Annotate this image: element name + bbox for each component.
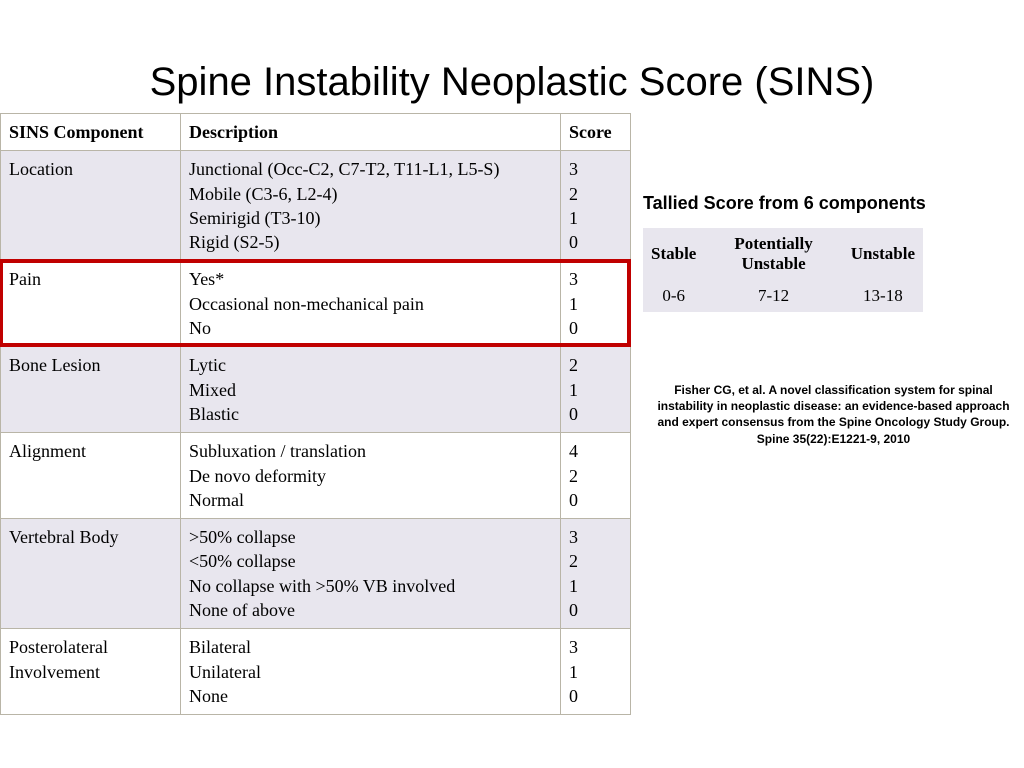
component-cell: Alignment xyxy=(1,433,181,519)
component-cell: Vertebral Body xyxy=(1,519,181,629)
tally-header: Stable xyxy=(643,228,704,280)
tally-value: 7-12 xyxy=(704,280,842,312)
citation: Fisher CG, et al. A novel classification… xyxy=(643,382,1024,447)
score-cell: 310 xyxy=(561,629,631,715)
tally-value: 0-6 xyxy=(643,280,704,312)
score-cell: 3210 xyxy=(561,151,631,261)
tally-label: Tallied Score from 6 components xyxy=(643,193,1024,214)
table-row: Posterolateral InvolvementBilateralUnila… xyxy=(1,629,631,715)
tally-header: Unstable xyxy=(843,228,923,280)
main-table-wrap: SINS ComponentDescriptionScoreLocationJu… xyxy=(0,113,631,715)
slide: Spine Instability Neoplastic Score (SINS… xyxy=(0,0,1024,768)
description-cell: >50% collapse<50% collapseNo collapse wi… xyxy=(181,519,561,629)
score-cell: 310 xyxy=(561,261,631,347)
content-wrap: SINS ComponentDescriptionScoreLocationJu… xyxy=(0,113,1024,715)
side-panel: Tallied Score from 6 components StablePo… xyxy=(631,113,1024,447)
tally-header: Potentially Unstable xyxy=(704,228,842,280)
col-header-component: SINS Component xyxy=(1,114,181,151)
component-cell: Pain xyxy=(1,261,181,347)
table-row: AlignmentSubluxation / translationDe nov… xyxy=(1,433,631,519)
description-cell: Yes*Occasional non-mechanical painNo xyxy=(181,261,561,347)
component-cell: Location xyxy=(1,151,181,261)
description-cell: LyticMixedBlastic xyxy=(181,347,561,433)
table-row: Bone LesionLyticMixedBlastic210 xyxy=(1,347,631,433)
component-cell: Bone Lesion xyxy=(1,347,181,433)
score-cell: 420 xyxy=(561,433,631,519)
score-cell: 3210 xyxy=(561,519,631,629)
component-cell: Posterolateral Involvement xyxy=(1,629,181,715)
description-cell: Subluxation / translationDe novo deformi… xyxy=(181,433,561,519)
score-cell: 210 xyxy=(561,347,631,433)
tally-table: StablePotentially UnstableUnstable 0-67-… xyxy=(643,228,923,312)
col-header-score: Score xyxy=(561,114,631,151)
sins-table: SINS ComponentDescriptionScoreLocationJu… xyxy=(0,113,631,715)
table-row: PainYes*Occasional non-mechanical painNo… xyxy=(1,261,631,347)
description-cell: Junctional (Occ-C2, C7-T2, T11-L1, L5-S)… xyxy=(181,151,561,261)
table-row: Vertebral Body>50% collapse<50% collapse… xyxy=(1,519,631,629)
table-row: LocationJunctional (Occ-C2, C7-T2, T11-L… xyxy=(1,151,631,261)
page-title: Spine Instability Neoplastic Score (SINS… xyxy=(0,60,1024,105)
col-header-description: Description xyxy=(181,114,561,151)
description-cell: BilateralUnilateralNone xyxy=(181,629,561,715)
tally-value: 13-18 xyxy=(843,280,923,312)
